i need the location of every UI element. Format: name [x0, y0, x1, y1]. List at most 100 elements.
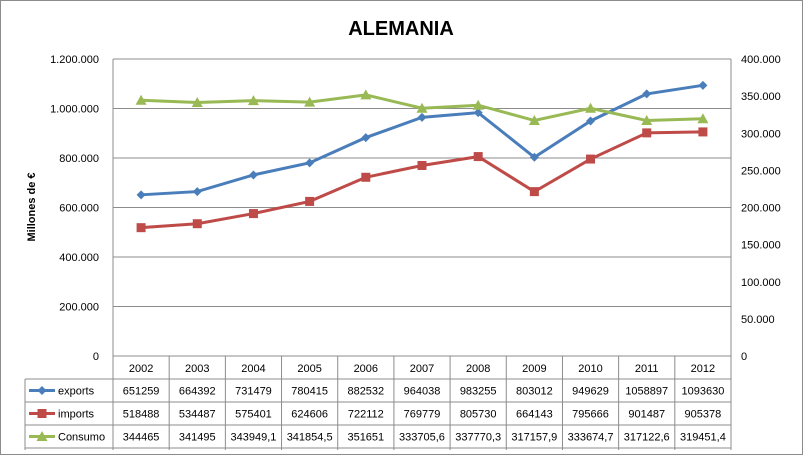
x-tick-label: 2005 [297, 363, 321, 375]
series-imports [136, 127, 708, 233]
y2-tick-label: 250.000 [741, 165, 781, 177]
table-cell: 882532 [347, 386, 384, 398]
series-exports [136, 80, 708, 200]
table-cell: 317157,9 [511, 432, 557, 444]
x-tick-label: 2011 [635, 363, 659, 375]
table-cell: 983255 [460, 386, 497, 398]
table-cell: 351651 [347, 432, 384, 444]
data-point [642, 128, 652, 138]
data-point [529, 187, 539, 197]
series-line [140, 130, 703, 230]
y2-tick-label: 300.000 [741, 128, 781, 140]
data-point [248, 170, 258, 180]
data-point [697, 113, 709, 124]
table-cell: 905378 [685, 409, 722, 421]
series [135, 80, 709, 233]
data-point [528, 115, 540, 126]
series-consumo [135, 89, 709, 126]
legend-marker [37, 409, 47, 418]
y2-tick-label: 0 [741, 351, 747, 363]
x-tick-label: 2004 [241, 363, 265, 375]
legend-label: exports [58, 386, 95, 398]
legend-label: imports [58, 409, 95, 421]
table-cell: 343949,1 [231, 432, 277, 444]
y-axis-label: Millones de € [26, 172, 38, 241]
data-point [641, 115, 653, 126]
y-tick-label: 400.000 [59, 252, 99, 264]
data-point [361, 172, 371, 182]
table-cell: 805730 [460, 409, 497, 421]
data-point [305, 158, 315, 168]
x-tick-label: 2009 [522, 363, 546, 375]
data-point [360, 89, 372, 100]
data-point [417, 160, 427, 170]
data-point [136, 190, 146, 200]
table-cell: 319451,4 [680, 432, 726, 444]
table-cell: 317122,6 [624, 432, 670, 444]
y2-tick-label: 100.000 [741, 277, 781, 289]
y-tick-label: 200.000 [59, 302, 99, 314]
data-point [305, 196, 315, 206]
data-point [192, 219, 202, 229]
table-cell: 518488 [123, 409, 160, 421]
legend-marker [37, 386, 47, 395]
table-cell: 664392 [179, 386, 216, 398]
y2-tick-label: 400.000 [741, 54, 781, 66]
table-cell: 624606 [291, 409, 328, 421]
data-point [192, 187, 202, 197]
data-point [698, 80, 708, 90]
data-point [472, 99, 484, 110]
y2-tick-label: 350.000 [741, 91, 781, 103]
table-cell: 795666 [572, 409, 609, 421]
table-cell: 731479 [235, 386, 272, 398]
y-tick-label: 1.000.000 [50, 104, 99, 116]
x-tick-label: 2003 [185, 363, 209, 375]
table-cell: 337770,3 [455, 432, 501, 444]
legend-marker [36, 431, 48, 441]
gridlines [113, 58, 731, 307]
data-point [304, 96, 316, 107]
table-cell: 901487 [628, 409, 665, 421]
x-tick-label: 2010 [578, 363, 602, 375]
table-cell: 333674,7 [568, 432, 614, 444]
y-tick-label: 1.200.000 [50, 54, 99, 66]
table-cell: 964038 [404, 386, 441, 398]
data-point [416, 102, 428, 113]
data-point [585, 102, 597, 113]
data-point [642, 89, 652, 99]
data-point [473, 108, 483, 118]
table-cell: 534487 [179, 409, 216, 421]
x-tick-label: 2007 [410, 363, 434, 375]
data-point [586, 154, 596, 164]
data-point [136, 223, 146, 233]
y-tick-label: 0 [93, 351, 99, 363]
table-cell: 1093630 [681, 386, 724, 398]
table-cell: 664143 [516, 409, 553, 421]
x-tick-label: 2008 [466, 363, 490, 375]
data-point [361, 133, 371, 143]
table-cell: 1058897 [625, 386, 668, 398]
data-point [247, 95, 259, 106]
table-cell: 803012 [516, 386, 553, 398]
data-point [135, 94, 147, 105]
table-cell: 575401 [235, 409, 272, 421]
data-point [191, 96, 203, 107]
data-point [417, 112, 427, 122]
table-cell: 341495 [179, 432, 216, 444]
data-point [698, 127, 708, 137]
data-point [473, 152, 483, 162]
data-point [248, 209, 258, 219]
x-tick-label: 2002 [129, 363, 153, 375]
table-cell: 949629 [572, 386, 609, 398]
table-cell: 333705,6 [399, 432, 445, 444]
y2-tick-label: 50.000 [741, 314, 775, 326]
data-table: 2002 2003 2004 2005 2006 2007 2008 2009 2010 2011… [24, 356, 732, 450]
x-tick-label: 2012 [691, 363, 715, 375]
table-cell: 769779 [404, 409, 441, 421]
y2-tick-label: 200.000 [741, 203, 781, 215]
y2-tick-label: 150.000 [741, 240, 781, 252]
table-cell: 651259 [123, 386, 160, 398]
data-point [586, 116, 596, 126]
table-cell: 341854,5 [287, 432, 333, 444]
